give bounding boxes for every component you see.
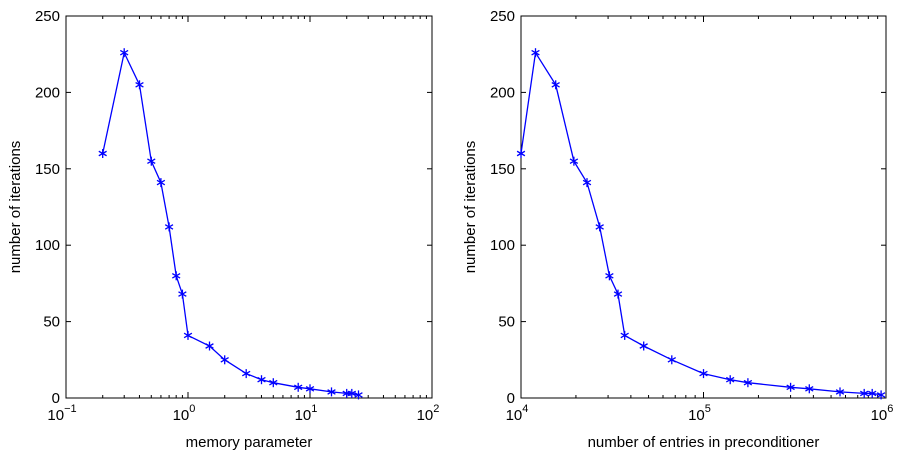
y-tick-label: 50 bbox=[498, 314, 515, 331]
data-point bbox=[835, 387, 845, 397]
x-tick-label: 101 bbox=[295, 403, 318, 424]
x-tick-exponent: 0 bbox=[189, 403, 195, 415]
data-point bbox=[156, 178, 166, 188]
data-point bbox=[620, 330, 629, 340]
data-point bbox=[516, 149, 526, 158]
y-tick-label: 150 bbox=[490, 161, 515, 178]
x-tick-base: 10 bbox=[417, 407, 434, 424]
plot-frame bbox=[520, 15, 887, 399]
y-axis-label: number of iterations bbox=[462, 141, 479, 274]
x-tick-exponent: −1 bbox=[64, 403, 77, 415]
x-tick-label: 104 bbox=[506, 403, 529, 424]
data-point bbox=[595, 222, 604, 232]
x-tick-label: 106 bbox=[871, 403, 894, 424]
y-tick-label: 100 bbox=[35, 237, 60, 254]
data-point bbox=[699, 369, 708, 379]
y-tick-label: 50 bbox=[43, 314, 60, 331]
data-point bbox=[867, 388, 877, 398]
data-point bbox=[147, 156, 156, 166]
data-point bbox=[876, 390, 886, 400]
x-axis-label: number of entries in preconditioner bbox=[588, 434, 820, 451]
data-point bbox=[725, 375, 735, 385]
x-tick-label: 100 bbox=[173, 403, 196, 424]
data-point bbox=[205, 341, 214, 351]
data-point bbox=[859, 388, 869, 398]
data-point bbox=[183, 330, 193, 340]
y-axis-label: number of iterations bbox=[7, 141, 24, 274]
data-point bbox=[667, 355, 677, 365]
y-tick-label: 200 bbox=[35, 84, 60, 101]
x-tick-exponent: 4 bbox=[522, 403, 528, 415]
y-tick-label: 100 bbox=[490, 237, 515, 254]
x-tick-base: 10 bbox=[688, 407, 705, 424]
x-tick-base: 10 bbox=[295, 407, 312, 424]
y-tick-label: 150 bbox=[35, 161, 60, 178]
x-tick-exponent: 2 bbox=[433, 403, 439, 415]
data-point bbox=[98, 149, 107, 158]
data-point bbox=[743, 378, 753, 388]
x-tick-exponent: 6 bbox=[887, 403, 893, 415]
data-point bbox=[582, 178, 592, 188]
data-point bbox=[164, 222, 174, 232]
data-point bbox=[241, 369, 251, 379]
x-tick-label: 105 bbox=[688, 403, 711, 424]
data-point bbox=[354, 390, 363, 400]
y-tick-label: 250 bbox=[35, 8, 60, 25]
data-point bbox=[220, 355, 229, 365]
data-point bbox=[805, 384, 814, 394]
data-point bbox=[551, 80, 560, 90]
plot-frame bbox=[65, 15, 433, 399]
x-tick-exponent: 1 bbox=[311, 403, 317, 415]
data-point bbox=[135, 80, 144, 90]
series-line bbox=[520, 50, 882, 396]
x-tick-base: 10 bbox=[871, 407, 888, 424]
data-point bbox=[786, 382, 795, 392]
data-point bbox=[119, 48, 129, 58]
data-point bbox=[347, 388, 357, 398]
data-point bbox=[178, 289, 187, 299]
data-point bbox=[293, 382, 303, 392]
y-tick-label: 200 bbox=[490, 84, 515, 101]
data-point bbox=[257, 375, 266, 385]
data-point bbox=[327, 387, 336, 397]
data-point bbox=[605, 271, 614, 281]
x-tick-base: 10 bbox=[47, 407, 64, 424]
x-tick-label: 10−1 bbox=[47, 403, 76, 424]
x-tick-base: 10 bbox=[173, 407, 190, 424]
data-point bbox=[613, 289, 623, 299]
data-point bbox=[305, 384, 315, 394]
x-tick-base: 10 bbox=[506, 407, 523, 424]
data-point bbox=[171, 271, 181, 281]
data-point bbox=[639, 341, 648, 351]
y-tick-label: 0 bbox=[507, 390, 515, 407]
y-tick-label: 250 bbox=[490, 8, 515, 25]
data-point bbox=[269, 378, 278, 388]
data-point bbox=[531, 48, 540, 58]
x-axis-label: memory parameter bbox=[186, 434, 313, 451]
x-tick-exponent: 5 bbox=[705, 403, 711, 415]
series-line bbox=[102, 50, 359, 396]
data-point bbox=[569, 156, 579, 166]
y-tick-label: 0 bbox=[52, 390, 60, 407]
x-tick-label: 102 bbox=[417, 403, 440, 424]
